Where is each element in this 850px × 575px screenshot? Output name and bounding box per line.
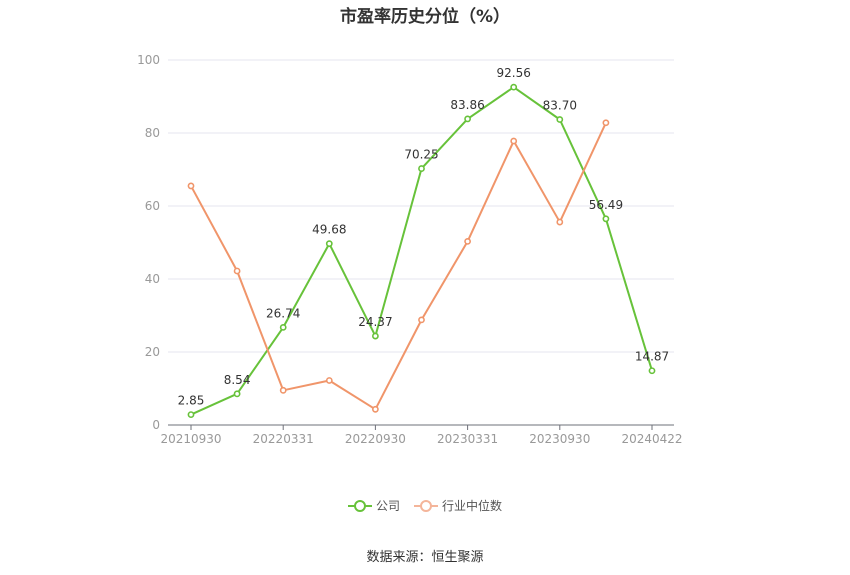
legend-industry-marker-icon — [414, 499, 438, 513]
data-label: 24.37 — [358, 315, 392, 329]
x-tick-label: 20210930 — [160, 432, 221, 446]
series-point-1 — [187, 182, 195, 190]
series-point-0 — [510, 83, 518, 91]
series-point-1 — [510, 137, 518, 145]
source-note: 数据来源：恒生聚源 — [366, 550, 484, 565]
series-line-0 — [190, 86, 653, 416]
series-point-1 — [371, 405, 379, 413]
series-line-1 — [190, 122, 607, 411]
x-tick-label: 20230930 — [529, 432, 590, 446]
grid-lines — [168, 59, 674, 353]
data-label: 49.68 — [312, 223, 346, 237]
series-point-0 — [325, 240, 333, 248]
x-tick-label: 20240422 — [621, 432, 682, 446]
axes: 0 20 40 60 80 100 20210930 20220331 20220930 2023… — [137, 53, 682, 446]
data-label: 70.25 — [404, 148, 438, 162]
y-tick-label: 0 — [152, 418, 160, 432]
x-tick-label: 20220930 — [345, 432, 406, 446]
legend: 公司 行业中位数 — [0, 497, 850, 514]
data-label: 2.85 — [178, 394, 205, 408]
series-point-1 — [279, 386, 287, 394]
series-point-1 — [233, 267, 241, 275]
data-label: 56.49 — [589, 198, 623, 212]
data-label: 26.74 — [266, 306, 300, 320]
series-point-1 — [556, 218, 564, 226]
series-point-0 — [418, 165, 425, 172]
y-tick-label: 100 — [137, 53, 160, 67]
y-tick-label: 60 — [145, 199, 160, 213]
y-tick-label: 80 — [145, 126, 160, 140]
series-point-1 — [325, 377, 333, 384]
series — [187, 83, 656, 418]
legend-company-marker-icon — [347, 499, 372, 513]
legend-company-label: 公司 — [375, 499, 400, 513]
chart-title: 市盈率历史分位（%） — [339, 7, 511, 27]
series-point-1 — [602, 119, 610, 127]
series-point-0 — [602, 215, 610, 223]
series-point-0 — [648, 367, 656, 375]
series-point-1 — [418, 316, 425, 324]
y-tick-label: 40 — [145, 272, 160, 286]
series-point-0 — [464, 115, 471, 123]
data-label: 92.56 — [497, 66, 531, 80]
x-tick-label: 20230331 — [437, 432, 498, 446]
series-point-1 — [464, 238, 471, 245]
legend-industry-label: 行业中位数 — [442, 499, 503, 513]
legend-item-industry-median[interactable]: 行业中位数 — [414, 497, 502, 514]
data-labels: 2.85 8.54 26.74 49.68 24.37 70.25 83.86 92.56 83… — [178, 66, 670, 407]
data-label: 14.87 — [635, 350, 669, 364]
series-point-0 — [233, 390, 241, 398]
y-tick-label: 20 — [145, 345, 160, 359]
legend-item-company[interactable]: 公司 — [347, 497, 400, 514]
series-point-0 — [187, 411, 195, 418]
series-point-0 — [279, 323, 287, 331]
data-label: 83.86 — [450, 98, 484, 112]
data-label: 83.70 — [543, 98, 577, 112]
series-point-0 — [371, 332, 379, 340]
x-tick-label: 20220331 — [253, 432, 314, 446]
series-point-0 — [556, 116, 564, 123]
data-label: 8.54 — [224, 373, 251, 387]
